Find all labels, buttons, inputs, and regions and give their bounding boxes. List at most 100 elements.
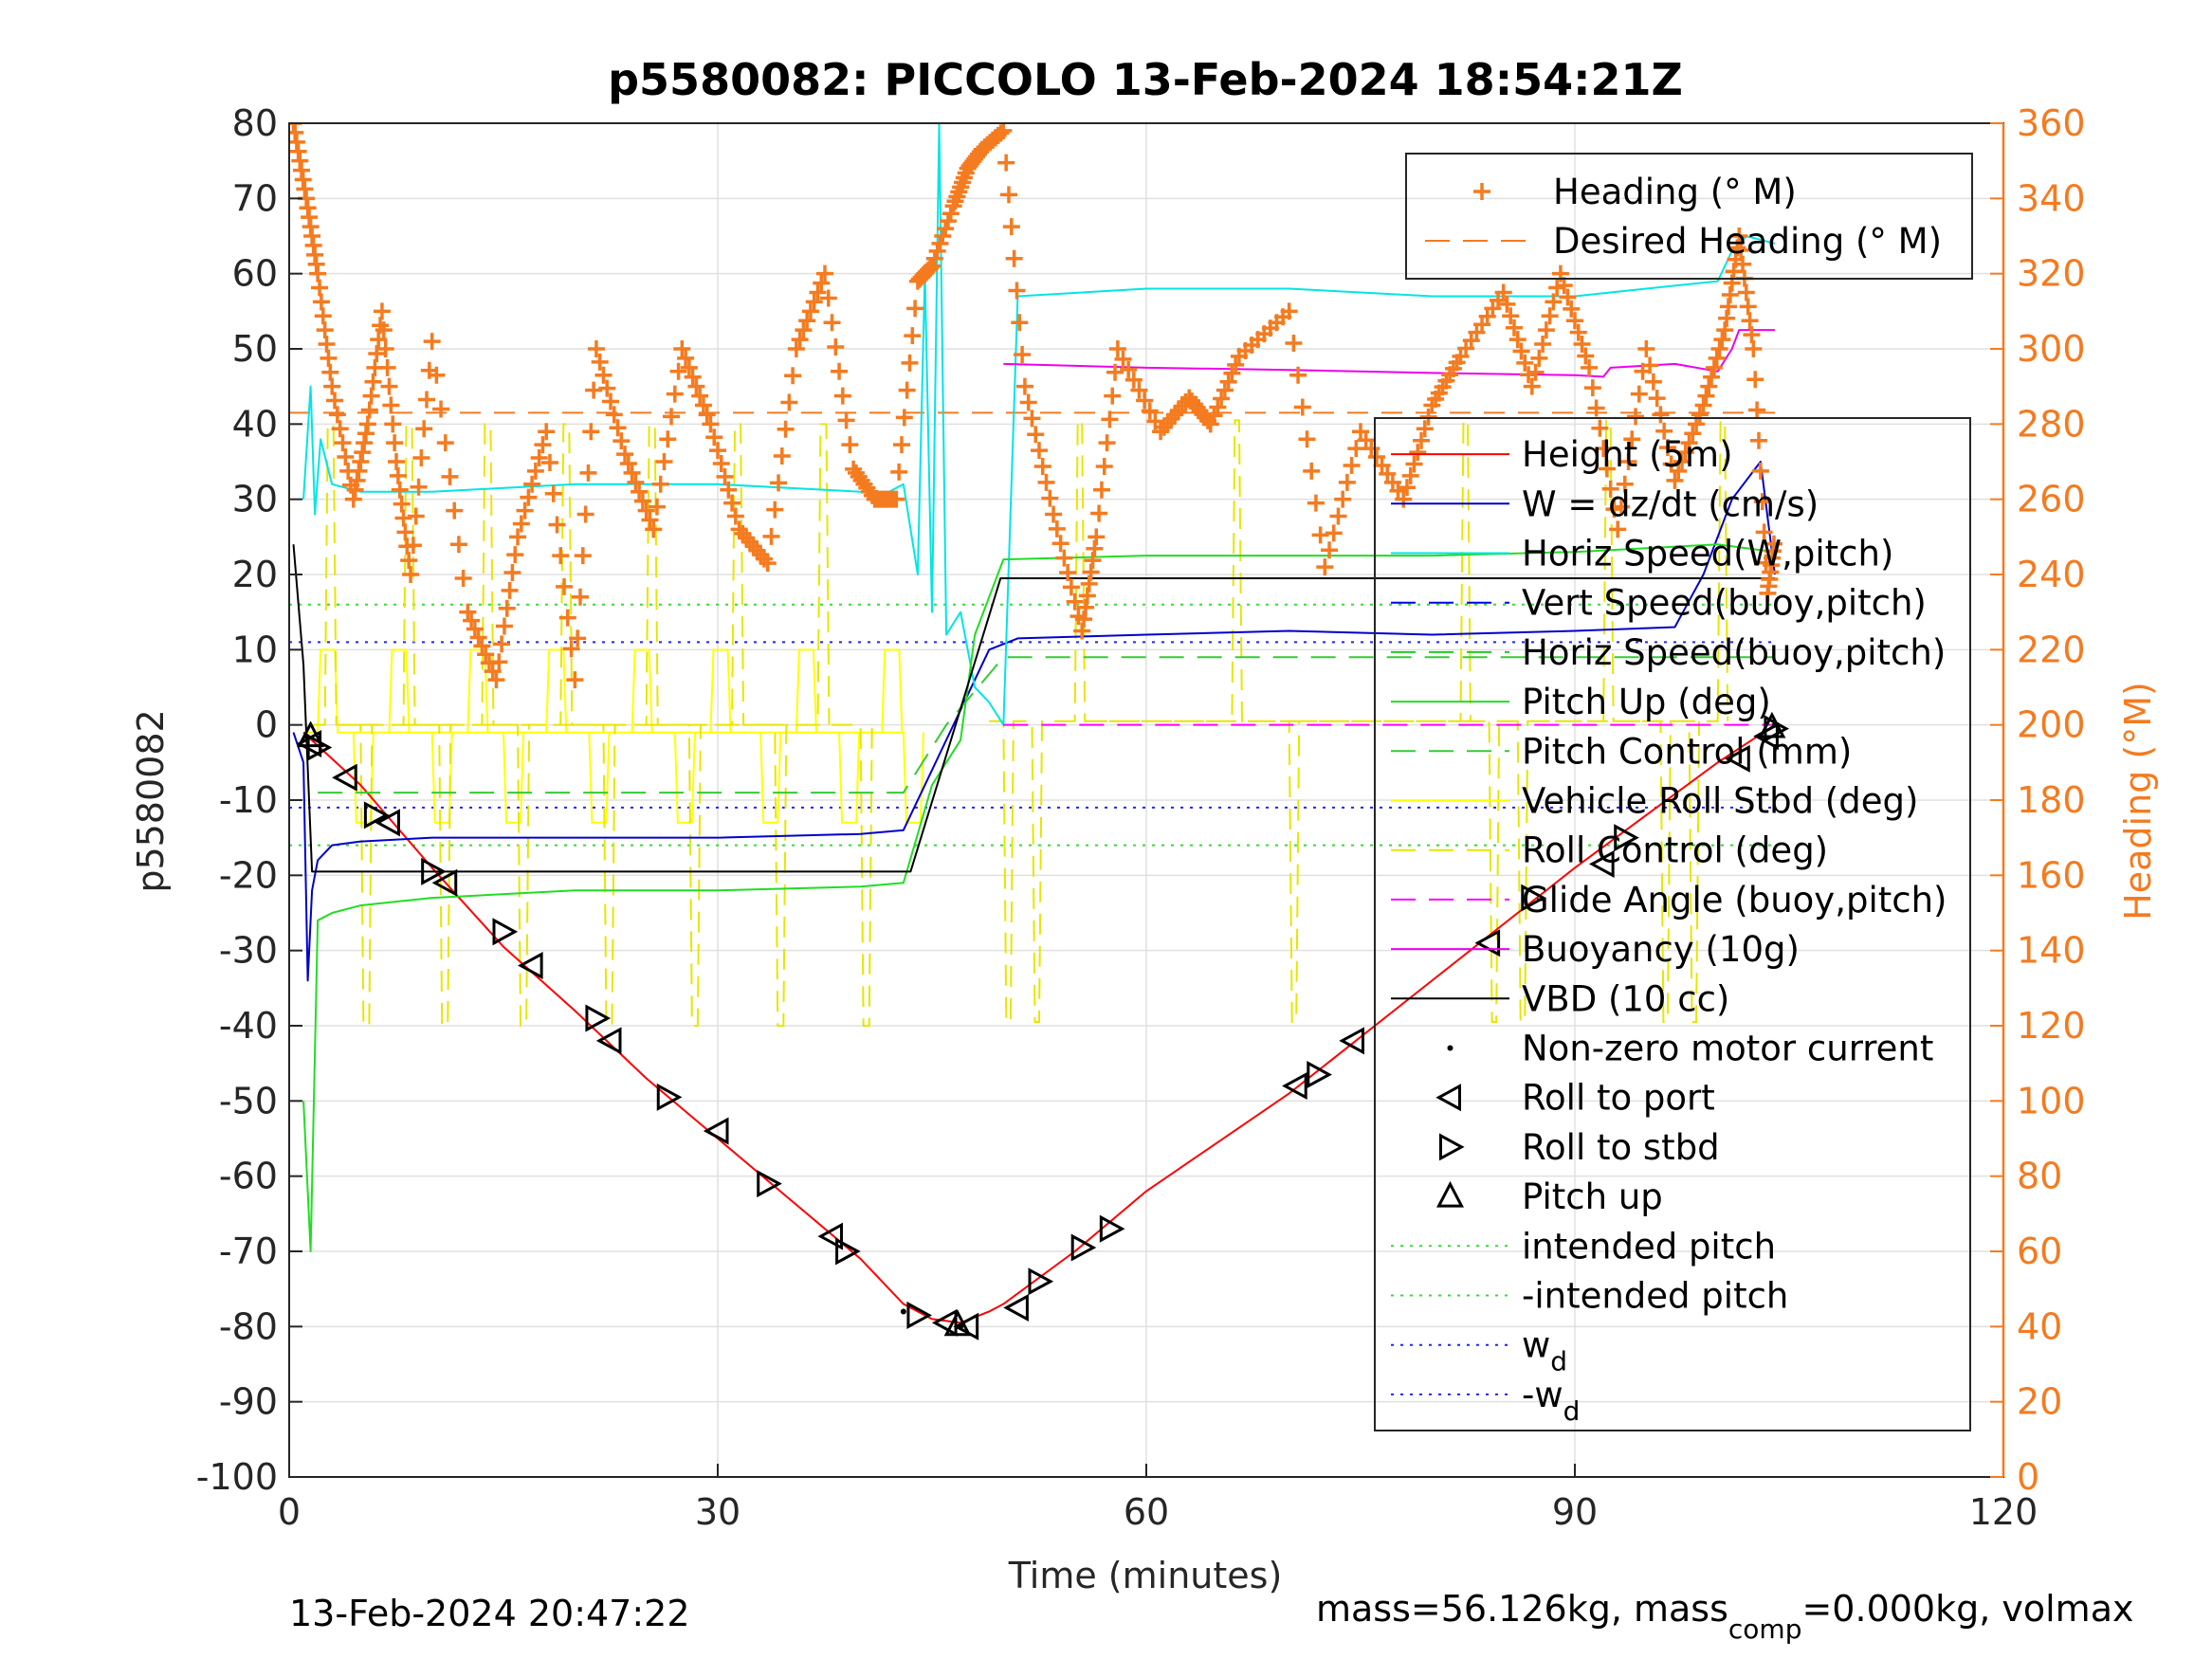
marker-roll-to-port <box>375 809 400 837</box>
marker-motor-current <box>900 1308 906 1315</box>
y-tick-label: 40 <box>232 403 278 445</box>
heading-point <box>1213 390 1231 408</box>
heading-point <box>1146 412 1164 430</box>
heading-point <box>446 501 464 520</box>
heading-point <box>1718 309 1736 327</box>
heading-point <box>633 492 651 510</box>
heading-point <box>591 353 609 371</box>
heading-point <box>331 420 349 438</box>
series-vehicle-roll <box>303 648 924 824</box>
y-right-tick-label: 140 <box>2017 930 2086 972</box>
marker-roll-to-port <box>1725 744 1750 773</box>
y-right-tick-label: 60 <box>2017 1231 2062 1272</box>
legend-label-text: Glide Angle (buoy,pitch) <box>1522 880 1947 921</box>
heading-point <box>726 507 744 525</box>
heading-point <box>1088 528 1106 546</box>
heading-point <box>380 377 398 395</box>
heading-point <box>1285 335 1303 353</box>
legend-entry: Roll to port <box>1435 1078 1715 1119</box>
heading-point <box>1084 552 1102 570</box>
marker-roll-to-stbd <box>585 1004 612 1032</box>
heading-point <box>1526 363 1545 381</box>
legend-label: Pitch Control (mm) <box>1522 731 1852 772</box>
heading-point <box>680 358 698 376</box>
legend-label: Heading (° M) <box>1553 172 1797 212</box>
heading-point <box>931 234 949 252</box>
heading-point <box>376 340 394 357</box>
heading-point <box>1086 539 1104 557</box>
y-right-tick-label: 20 <box>2017 1381 2062 1423</box>
heading-point <box>428 366 446 384</box>
legend-label: Glide Angle (buoy,pitch) <box>1522 880 1947 921</box>
x-tick-label: 30 <box>695 1491 740 1533</box>
legend-main: Height (5m) W = dz/dt (cm/s) Horiz Speed(W… <box>1374 417 1971 1431</box>
heading-point <box>1141 402 1159 420</box>
heading-point <box>1015 377 1033 395</box>
heading-point <box>352 453 370 470</box>
heading-point <box>562 640 580 658</box>
heading-point <box>1648 390 1666 408</box>
heading-point <box>358 415 376 433</box>
heading-point <box>627 473 645 491</box>
heading-point <box>623 464 641 482</box>
heading-point <box>809 283 827 301</box>
heading-point <box>1101 410 1119 428</box>
heading-point <box>1095 457 1113 475</box>
heading-point <box>344 490 362 508</box>
heading-point <box>587 340 605 357</box>
heading-point <box>1566 312 1583 330</box>
legend-label: Horiz Speed(W,pitch) <box>1522 534 1893 574</box>
heading-point <box>415 420 433 438</box>
heading-point <box>1516 354 1534 372</box>
heading-point <box>571 588 589 606</box>
heading-point <box>709 442 726 460</box>
marker-motor-current <box>1771 721 1778 728</box>
heading-point <box>645 520 663 538</box>
legend-label: Desired Heading (° M) <box>1553 221 1942 262</box>
heading-point <box>356 434 374 452</box>
heading-point <box>350 462 368 480</box>
legend-label-text: Roll Control (deg) <box>1522 830 1828 871</box>
y-tick-label: 20 <box>232 554 278 595</box>
legend-entry: Vert Speed(buoy,pitch) <box>1391 583 1927 624</box>
heading-point <box>1298 430 1316 448</box>
heading-point <box>386 434 404 452</box>
legend-entry: Horiz Speed(buoy,pitch) <box>1391 632 1946 673</box>
heading-point <box>1741 312 1759 330</box>
heading-point <box>466 620 484 638</box>
heading-point <box>1014 345 1032 363</box>
x-axis-label: Time (minutes) <box>1008 1555 1283 1596</box>
heading-point <box>576 505 594 523</box>
data-layer <box>289 123 1790 1340</box>
heading-point <box>1027 426 1045 444</box>
heading-point <box>393 495 411 513</box>
y-tick-label: 50 <box>232 328 278 370</box>
heading-point <box>1670 462 1688 480</box>
heading-point <box>1078 587 1096 605</box>
series-buoyancy-10g <box>1003 329 1775 378</box>
marker-roll-to-stbd <box>1521 884 1546 912</box>
legend-label: Roll Control (deg) <box>1522 830 1828 871</box>
heading-point <box>766 501 784 519</box>
heading-point <box>841 436 859 454</box>
y-right-tick-label: 40 <box>2017 1305 2062 1347</box>
heading-point <box>770 474 788 492</box>
heading-point <box>348 471 366 489</box>
series-roll-control-climb <box>989 419 1729 1024</box>
legend-label: Roll to stbd <box>1522 1127 1720 1168</box>
heading-point <box>1289 366 1307 384</box>
marker-roll-to-port <box>1282 1071 1307 1100</box>
heading-point <box>895 409 913 427</box>
heading-point <box>506 546 524 564</box>
heading-point <box>805 293 823 311</box>
heading-point <box>493 635 511 653</box>
legend-entry: Desired Heading (° M) <box>1425 221 1942 262</box>
heading-point <box>410 478 428 496</box>
heading-point <box>463 611 481 629</box>
y-tick-label: -100 <box>196 1456 278 1498</box>
heading-point <box>1338 473 1356 491</box>
legend-label-text: Horiz Speed(buoy,pitch) <box>1522 632 1946 673</box>
heading-point <box>538 423 556 441</box>
heading-point <box>337 448 355 466</box>
heading-point <box>1005 249 1023 267</box>
